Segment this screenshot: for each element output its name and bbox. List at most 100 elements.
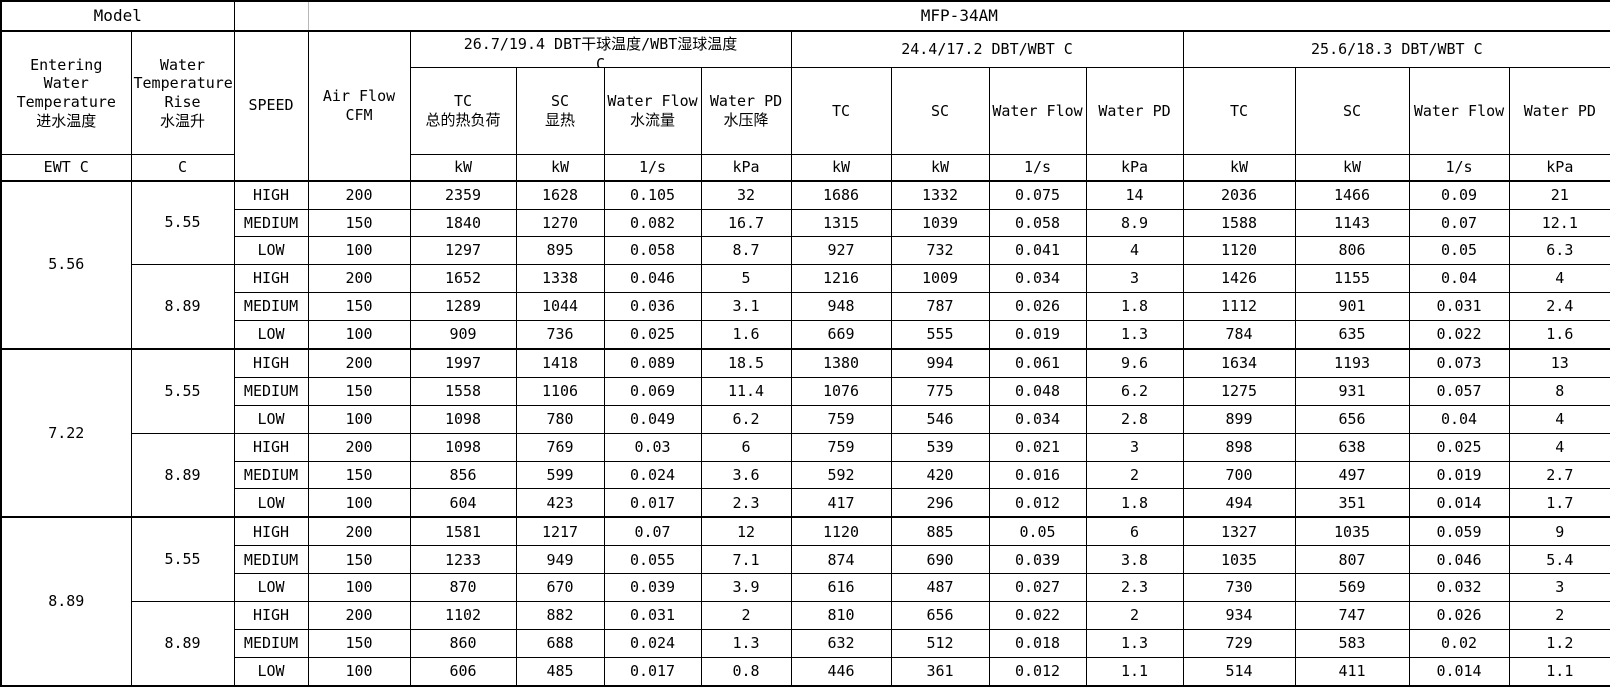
g2-tc-units: kW [790,154,892,182]
condition-group-2-title: 24.4/17.2 DBT/WBT C [790,30,1184,68]
data-cell: 1315 [790,208,892,238]
data-cell: 1581 [409,516,517,547]
speed-cell: HIGH [233,179,309,210]
data-cell: 1044 [515,292,605,321]
data-cell: 729 [1182,629,1296,658]
data-cell: 0.025 [603,319,702,350]
data-cell: 0.041 [988,236,1087,266]
table-row: LOW 100 1098 780 0.049 6.2 759 546 0.034 2.8 899 65… [1,404,1610,434]
entering-water-temp-header: Entering Water Temperature 进水温度 [0,30,132,155]
data-cell: 0.014 [1408,488,1510,518]
data-cell: 775 [890,377,990,406]
data-cell: 909 [409,319,517,350]
data-cell: 0.057 [1408,377,1510,406]
table-row: 8.89 5.55 HIGH 200 1581 1217 0.07 12 1120 885 0.05… [0,516,1610,687]
data-cell: 1380 [790,347,892,379]
data-cell: 860 [409,629,517,658]
data-cell: 0.016 [988,460,1087,490]
data-cell: 656 [1294,404,1410,434]
data-cell: 1997 [409,347,517,379]
model-row: Model MFP-34AM [0,0,1610,32]
data-cell: 948 [790,292,892,321]
data-cell: 870 [409,573,517,603]
table-row: MEDIUM 150 856 599 0.024 3.6 592 420 0.016 2 700 49… [1,460,1610,490]
data-cell: 14 [1085,179,1184,210]
data-cell: 1466 [1294,179,1410,210]
data-cell: 1217 [515,516,605,547]
data-cell: 0.048 [988,377,1087,406]
ewt-cell: 5.56 [0,179,132,350]
data-cell: 931 [1294,377,1410,406]
table-row: 8.89 HIGH 200 1102 882 0.031 2 810 656 0.022 2 934 7… [1,601,1610,687]
ewt-units: EWT C [0,154,132,182]
data-cell: 0.082 [603,208,702,238]
table-row: 7.22 5.55 HIGH 200 1997 1418 0.089 18.5 1380 994 0… [0,347,1610,518]
data-cell: 0.02 [1408,629,1510,658]
data-cell: 8.9 [1085,208,1184,238]
data-cell: 1216 [790,264,892,294]
data-cell: 3 [1508,573,1610,603]
data-cell: 485 [515,656,605,687]
data-cell: 0.09 [1408,179,1510,210]
g1-tc-units: kW [409,154,517,182]
data-cell: 0.046 [603,264,702,294]
cfm-cell: 100 [307,236,411,266]
data-cell: 0.012 [988,488,1087,518]
data-cell: 1.7 [1508,488,1610,518]
data-cell: 1106 [515,377,605,406]
data-cell: 1.8 [1085,292,1184,321]
data-cell: 2.4 [1508,292,1610,321]
data-cell: 0.049 [603,404,702,434]
data-cell: 736 [515,319,605,350]
data-cell: 420 [890,460,990,490]
data-cell: 606 [409,656,517,687]
data-cell: 5.4 [1508,545,1610,575]
speed-cell: LOW [233,656,309,687]
data-cell: 856 [409,460,517,490]
data-cell: 1009 [890,264,990,294]
cfm-cell: 150 [307,629,411,658]
data-cell: 3.6 [700,460,792,490]
data-cell: 1.6 [700,319,792,350]
data-cell: 8 [1508,377,1610,406]
table-row: LOW 100 604 423 0.017 2.3 417 296 0.012 1.8 494 351… [1,488,1610,518]
table-row: 8.89 HIGH 200 1652 1338 0.046 5 1216 1009 0.034 3 1… [1,264,1610,350]
data-cell: 1098 [409,404,517,434]
data-cell: 0.021 [988,432,1087,462]
cfm-cell: 100 [307,319,411,350]
data-cell: 0.05 [988,516,1087,547]
data-cell: 769 [515,432,605,462]
g3-sc-units: kW [1294,154,1410,182]
speed-cell: HIGH [233,347,309,379]
data-cell: 6 [1085,516,1184,547]
cfm-cell: 200 [307,179,411,210]
data-cell: 700 [1182,460,1296,490]
ewt-cell: 8.89 [0,516,132,687]
data-cell: 0.05 [1408,236,1510,266]
data-cell: 1120 [1182,236,1296,266]
data-cell: 2359 [409,179,517,210]
rise-cell: 5.55 [130,516,235,603]
g3-water-pd-header: Water PD [1508,67,1610,155]
data-cell: 487 [890,573,990,603]
data-cell: 994 [890,347,990,379]
data-cell: 1289 [409,292,517,321]
ewt-cell: 7.22 [0,347,132,518]
data-cell: 12.1 [1508,208,1610,238]
data-cell: 546 [890,404,990,434]
airflow-header: Air Flow CFM [307,30,411,181]
data-cell: 5 [700,264,792,294]
data-cell: 688 [515,629,605,658]
speed-cell: LOW [233,404,309,434]
data-cell: 656 [890,601,990,631]
data-cell: 632 [790,629,892,658]
data-cell: 635 [1294,319,1410,350]
data-cell: 1.3 [1085,629,1184,658]
data-cell: 592 [790,460,892,490]
data-cell: 2 [700,601,792,631]
cfm-cell: 200 [307,601,411,631]
data-cell: 3 [1085,432,1184,462]
cfm-cell: 150 [307,292,411,321]
data-cell: 0.055 [603,545,702,575]
